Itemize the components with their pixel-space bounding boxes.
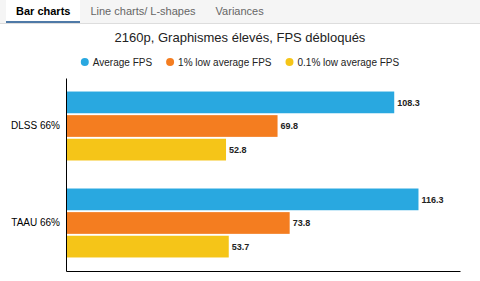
bar [66,189,418,211]
plot-area: 116.3 108.3 73.8 69.8 53.7 52.8 TAAU 66% DLSS 6… [11,79,460,272]
y-tick: DLSS 66% [11,120,66,131]
bar [66,115,278,137]
y-tick: TAAU 66% [11,217,66,228]
x-axis-line [67,271,461,272]
data-label: 116.3 [421,195,443,205]
legend-item: 0.1% low average FPS [285,57,399,68]
legend-label: 1% low average FPS [178,57,272,68]
bar [66,236,229,258]
y-axis: TAAU 66% DLSS 66% [11,79,66,272]
y-tick-label: DLSS 66% [11,120,60,131]
legend-swatch [166,58,174,66]
bar [66,139,226,161]
legend-label: 0.1% low average FPS [297,57,399,68]
bar [66,92,394,114]
tab[interactable]: Variances [206,0,274,23]
legend-swatch [81,58,89,66]
legend-item: 1% low average FPS [166,57,272,68]
bar [66,212,290,234]
data-labels: 116.3 108.3 73.8 69.8 53.7 52.8 [229,98,443,252]
data-label: 53.7 [232,242,250,252]
data-label: 52.8 [229,145,247,155]
tab-bar: Bar chartsLine charts/ L-shapesVariances [0,0,480,24]
legend: Average FPS 1% low average FPS 0.1% low av… [81,57,400,68]
title: 2160p, Graphismes élevés, FPS débloqués [115,30,366,45]
bars [66,92,418,258]
data-label: 69.8 [281,121,299,131]
chart: 2160p, Graphismes élevés, FPS débloqués A… [0,24,480,281]
tab[interactable]: Bar charts [6,0,80,23]
legend-label: Average FPS [93,57,153,68]
y-axis-line [66,79,67,272]
data-label: 108.3 [397,98,420,108]
y-tick-label: TAAU 66% [11,217,60,228]
x-axis [67,271,461,272]
tab[interactable]: Line charts/ L-shapes [80,0,205,23]
legend-item: Average FPS [81,57,153,68]
legend-swatch [285,58,293,66]
data-label: 73.8 [293,218,311,228]
